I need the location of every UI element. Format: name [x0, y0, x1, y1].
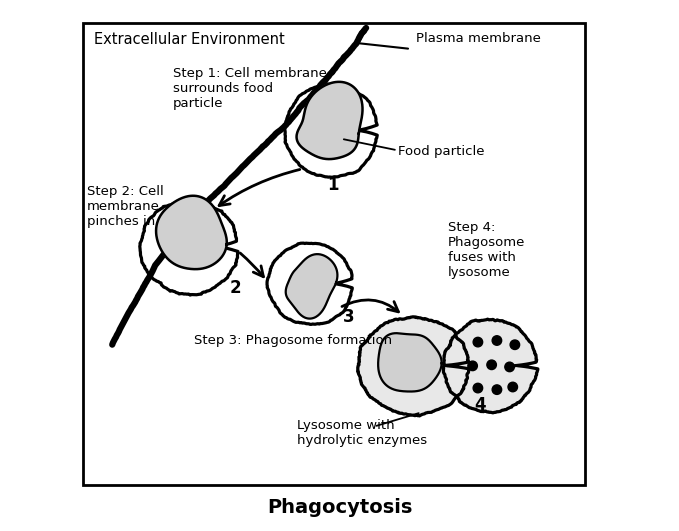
Polygon shape: [358, 317, 469, 416]
Text: Food particle: Food particle: [398, 145, 484, 158]
Polygon shape: [156, 196, 227, 269]
Text: Lysosome with
hydrolytic enzymes: Lysosome with hydrolytic enzymes: [297, 418, 427, 447]
Text: Step 2: Cell
membrane
pinches in: Step 2: Cell membrane pinches in: [87, 185, 164, 228]
Text: 2: 2: [230, 279, 241, 297]
Polygon shape: [443, 319, 538, 413]
Text: Step 1: Cell membrane
surrounds food
particle: Step 1: Cell membrane surrounds food par…: [173, 67, 327, 110]
Text: Phagocytosis: Phagocytosis: [267, 498, 412, 517]
Circle shape: [492, 385, 502, 395]
Circle shape: [504, 362, 514, 372]
Text: 1: 1: [327, 176, 338, 194]
Text: Plasma membrane: Plasma membrane: [416, 32, 541, 45]
Polygon shape: [378, 333, 441, 391]
Polygon shape: [297, 82, 363, 159]
Circle shape: [510, 340, 519, 349]
Text: Step 3: Phagosome formation: Step 3: Phagosome formation: [194, 334, 392, 347]
Circle shape: [508, 382, 517, 392]
Polygon shape: [286, 254, 337, 319]
Bar: [84, 22, 585, 485]
Text: 3: 3: [343, 308, 354, 326]
Circle shape: [473, 383, 483, 393]
Circle shape: [492, 336, 502, 345]
Circle shape: [487, 360, 496, 370]
Circle shape: [468, 361, 477, 371]
Text: 4: 4: [475, 397, 486, 415]
Circle shape: [473, 337, 483, 347]
Text: Extracellular Environment: Extracellular Environment: [94, 32, 285, 47]
Text: Step 4:
Phagosome
fuses with
lysosome: Step 4: Phagosome fuses with lysosome: [447, 220, 525, 279]
